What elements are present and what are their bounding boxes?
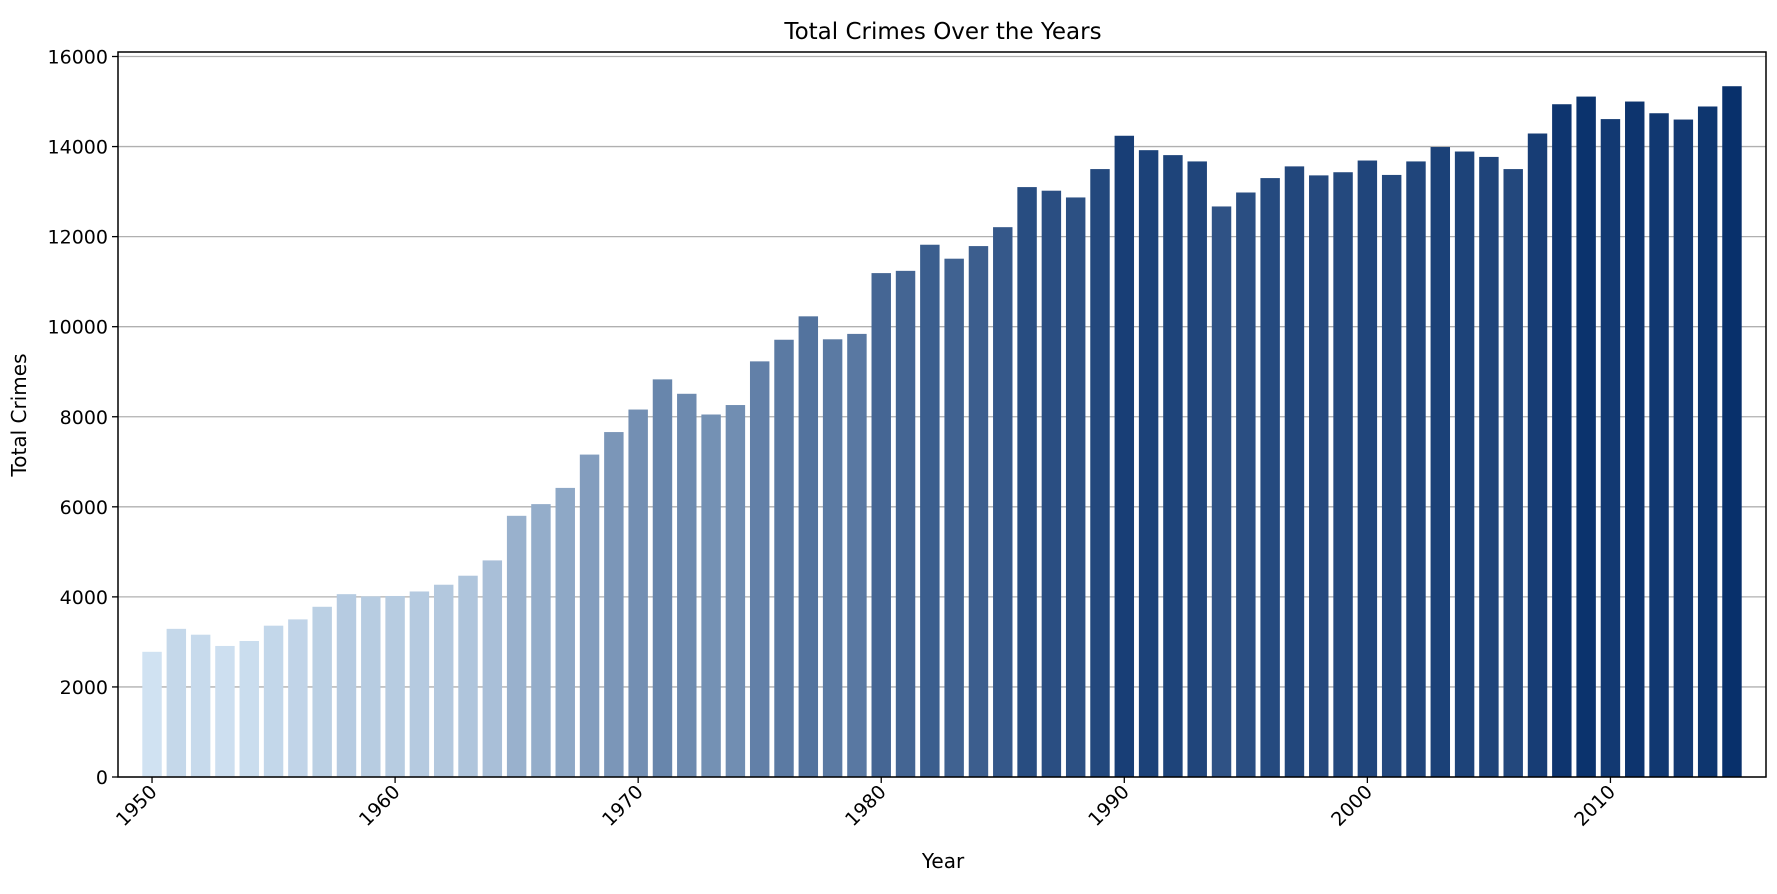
x-tick-label: 1990 <box>1084 781 1134 831</box>
bar-1959 <box>361 596 381 777</box>
bar-1997 <box>1284 166 1305 777</box>
bar-2015 <box>1722 86 1742 777</box>
bar-1993 <box>1187 161 1207 777</box>
bar-1979 <box>847 333 867 777</box>
bar-2008 <box>1552 104 1572 777</box>
bar-1985 <box>993 227 1013 778</box>
bar-1962 <box>433 584 454 777</box>
x-tick-label: 1960 <box>355 781 405 831</box>
bar-2010 <box>1600 119 1621 778</box>
bar-1998 <box>1309 175 1329 778</box>
bar-1995 <box>1236 192 1256 777</box>
bar-1982 <box>920 244 940 778</box>
bar-1975 <box>749 361 770 777</box>
bar-1978 <box>822 339 843 777</box>
bar-2009 <box>1576 96 1596 777</box>
y-axis-title: Total Crimes <box>7 353 31 477</box>
bar-1952 <box>190 634 211 777</box>
bar-1996 <box>1260 178 1280 777</box>
y-tick-label: 2000 <box>60 677 108 699</box>
bar-1961 <box>409 591 430 777</box>
y-tick-label: 14000 <box>48 137 108 159</box>
bar-1974 <box>725 405 746 777</box>
bar-1989 <box>1090 169 1110 777</box>
bar-2012 <box>1649 113 1669 777</box>
bar-1991 <box>1138 150 1159 777</box>
x-tick-label: 1970 <box>598 781 648 831</box>
x-tick-label: 1950 <box>112 781 162 831</box>
x-axis: 1950 1960 1970 1980 1990 2000 2010 <box>112 777 1620 831</box>
bar-1958 <box>336 594 357 777</box>
bar-1965 <box>506 515 527 777</box>
bar-1987 <box>1041 190 1062 777</box>
bar-1981 <box>895 270 916 777</box>
bar-1994 <box>1211 206 1232 777</box>
bar-1955 <box>263 625 284 777</box>
bar-1986 <box>1017 187 1037 778</box>
y-tick-label: 4000 <box>60 587 108 609</box>
bar-1954 <box>239 641 259 777</box>
plot-frame <box>117 51 1767 778</box>
y-tick-label: 6000 <box>60 497 108 519</box>
bar-2013 <box>1673 119 1694 778</box>
bar-1990 <box>1114 135 1135 778</box>
chart-title: Total Crimes Over the Years <box>783 19 1101 45</box>
bar-1972 <box>677 393 697 777</box>
bar-2005 <box>1479 156 1499 777</box>
bars <box>142 86 1742 778</box>
bar-2004 <box>1454 151 1475 778</box>
bar-1953 <box>215 645 235 777</box>
bar-1951 <box>166 628 187 777</box>
bar-1964 <box>482 560 503 777</box>
y-axis: 0 2000 4000 6000 8000 10000 12000 14000 16000 <box>48 47 118 789</box>
y-tick-label: 0 <box>96 767 108 789</box>
bar-2014 <box>1697 106 1718 778</box>
bar-1970 <box>628 409 648 777</box>
bar-1980 <box>871 273 891 777</box>
bar-2007 <box>1527 133 1548 777</box>
bar-1968 <box>579 454 600 777</box>
bar-1967 <box>555 487 575 777</box>
bar-1963 <box>458 575 478 777</box>
bar-1960 <box>385 595 405 777</box>
x-tick-label: 1980 <box>841 781 891 831</box>
bar-2011 <box>1625 101 1645 777</box>
bar-2000 <box>1357 160 1378 777</box>
bar-1988 <box>1065 197 1086 777</box>
bar-1984 <box>968 246 989 777</box>
bar-1957 <box>312 606 332 777</box>
bar-2003 <box>1430 147 1451 778</box>
bar-2002 <box>1406 161 1426 777</box>
bar-1977 <box>798 316 819 777</box>
bar-1992 <box>1163 155 1183 778</box>
bar-1969 <box>604 432 624 777</box>
bar-1983 <box>944 258 964 778</box>
y-tick-label: 10000 <box>48 317 108 339</box>
bar-1976 <box>774 339 794 777</box>
bar-1950 <box>142 651 162 777</box>
x-axis-title: Year <box>921 849 965 873</box>
bar-1973 <box>701 414 721 777</box>
y-tick-label: 8000 <box>60 407 108 429</box>
x-tick-label: 2010 <box>1570 781 1620 831</box>
bar-1999 <box>1333 172 1353 778</box>
bar-2006 <box>1503 169 1523 777</box>
bar-1971 <box>652 379 673 777</box>
y-tick-label: 16000 <box>48 47 108 69</box>
bar-1956 <box>288 619 308 777</box>
y-tick-label: 12000 <box>48 227 108 249</box>
bar-1966 <box>531 504 551 777</box>
x-tick-label: 2000 <box>1327 781 1377 831</box>
bar-2001 <box>1381 174 1402 777</box>
